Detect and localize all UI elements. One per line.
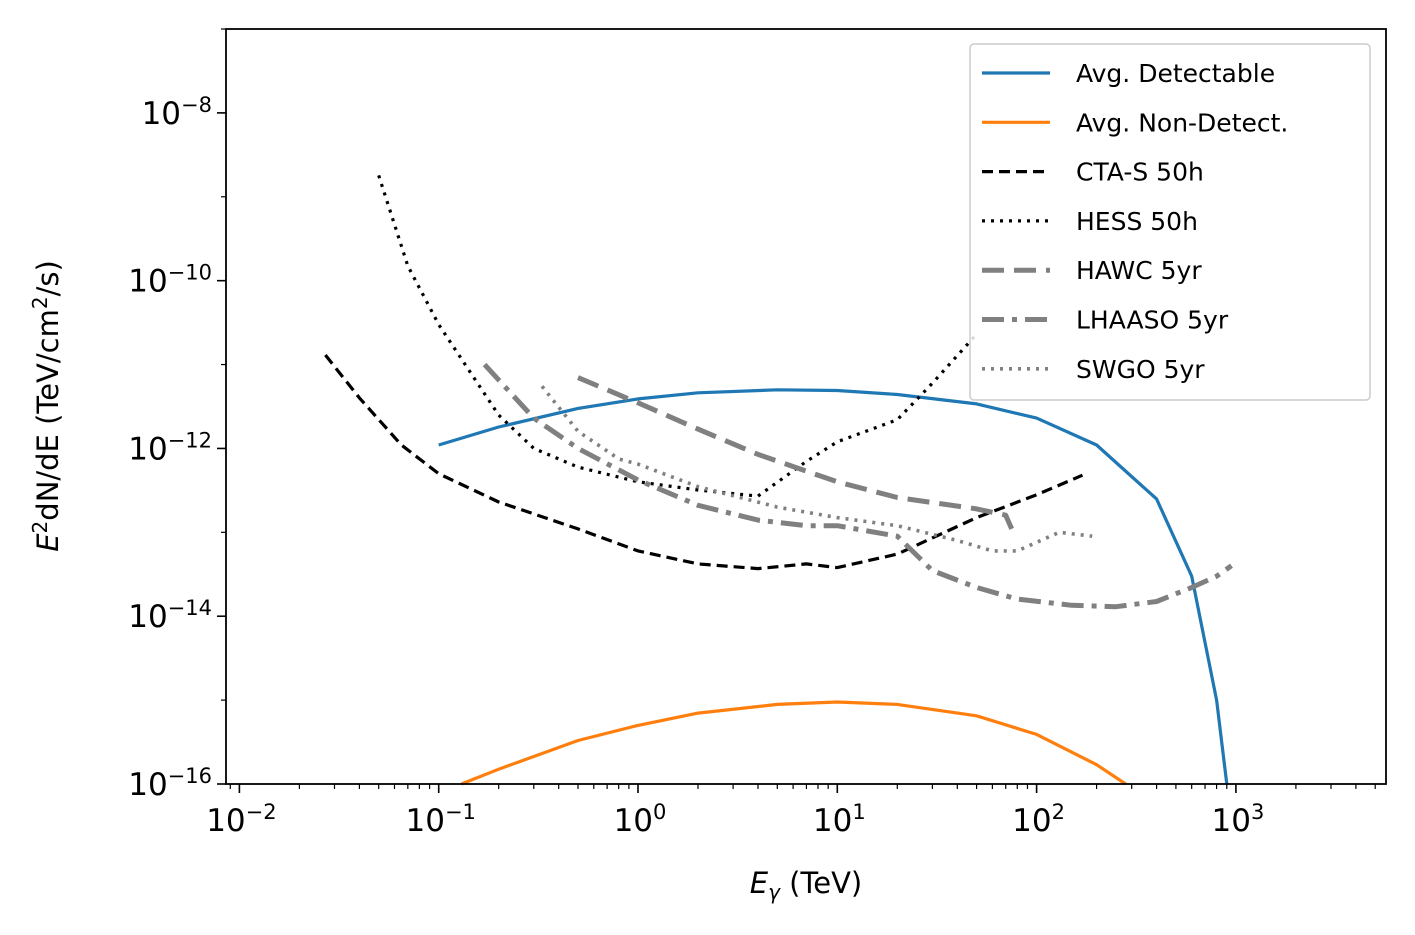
- legend-label: HAWC 5yr: [1076, 256, 1202, 285]
- legend-label: Avg. Non-Detect.: [1076, 108, 1288, 137]
- y-tick-label: 10−12: [128, 428, 212, 467]
- x-tick-label: 101: [813, 800, 866, 839]
- series-line-swgo-5yr: [540, 385, 1093, 553]
- y-tick-label: 10−8: [142, 93, 212, 132]
- x-tick-label: 100: [614, 800, 667, 839]
- x-axis-label: Eγ (TeV): [750, 866, 863, 904]
- legend-label: SWGO 5yr: [1076, 355, 1205, 384]
- legend-label: LHAASO 5yr: [1076, 306, 1229, 335]
- svg-text:Eγ (TeV): Eγ (TeV): [750, 866, 863, 904]
- legend-label: CTA-S 50h: [1076, 158, 1204, 187]
- svg-text:E2dN/dE (TeV/cm2/s): E2dN/dE (TeV/cm2/s): [28, 260, 65, 552]
- y-tick-label: 10−14: [128, 596, 212, 635]
- series-layer: [324, 174, 1233, 786]
- x-tick-label: 102: [1012, 800, 1065, 839]
- legend-box: [969, 43, 1371, 401]
- series-line-avg-non-detect: [460, 700, 1127, 786]
- series-line-hess-50h: [377, 174, 978, 498]
- series-line-cta-s-50h: [324, 354, 1084, 571]
- legend-label: HESS 50h: [1076, 207, 1198, 236]
- y-tick-label: 10−16: [128, 764, 212, 803]
- y-axis-label: E2dN/dE (TeV/cm2/s): [28, 260, 65, 552]
- x-tick-label: 103: [1211, 800, 1264, 839]
- x-tick-label: 10−1: [405, 800, 475, 839]
- ticks-layer: 10−2 10−1 100 101 102 103 10−8 10−10 10−12 10−14 1…: [128, 28, 1376, 839]
- legend-label: Avg. Detectable: [1076, 59, 1275, 88]
- x-tick-label: 10−2: [206, 800, 276, 839]
- y-tick-label: 10−10: [128, 261, 212, 300]
- series-line-lhaaso-5yr: [482, 362, 1233, 610]
- series-line-avg-detectable: [438, 388, 1229, 785]
- legend: Avg. Detectable Avg. Non-Detect. CTA-S 50h…: [969, 43, 1371, 401]
